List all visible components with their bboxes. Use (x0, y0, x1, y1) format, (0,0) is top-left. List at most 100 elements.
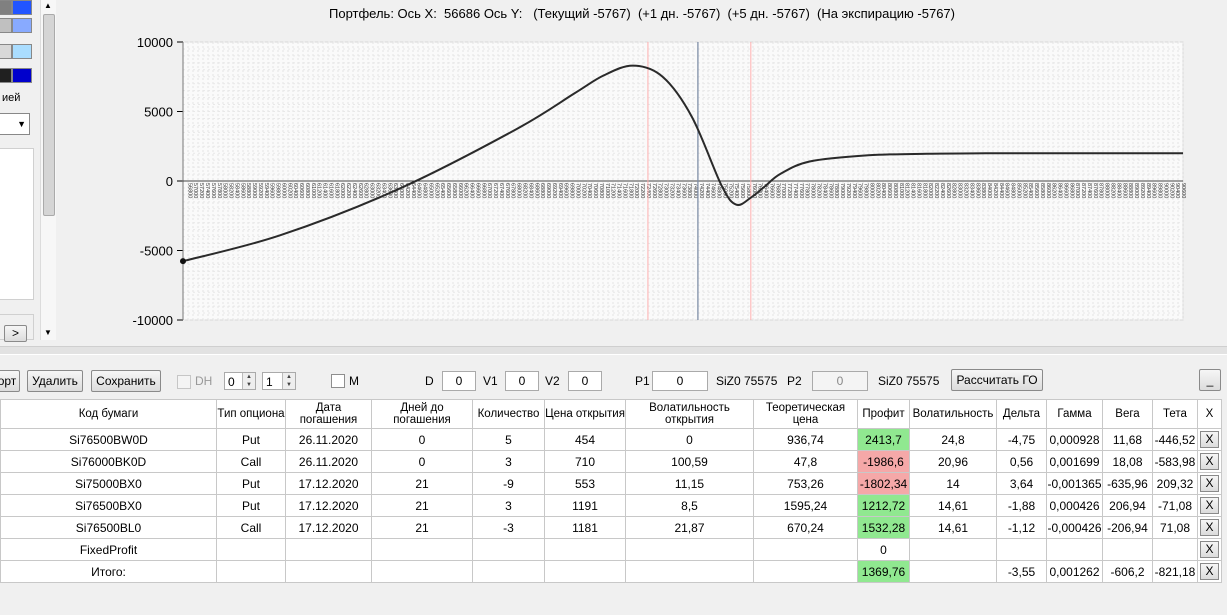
cell-profit[interactable]: 2413,7 (857, 428, 910, 451)
cell-code[interactable]: Итого: (0, 560, 217, 583)
cell-volatility[interactable] (909, 560, 997, 583)
cell-code[interactable]: Si75000BX0 (0, 472, 217, 495)
cell-days-to-expiry[interactable]: 21 (371, 494, 473, 517)
import-button[interactable]: орт (0, 370, 20, 392)
cell-delta[interactable]: -1,12 (996, 516, 1047, 539)
v1-input[interactable]: 0 (505, 371, 539, 391)
color-swatch[interactable] (12, 18, 32, 33)
cell-profit[interactable]: -1802,34 (857, 472, 910, 495)
cell-quantity[interactable] (472, 538, 545, 561)
cell-theta[interactable]: -821,18 (1152, 560, 1198, 583)
delete-row-button[interactable]: X (1200, 541, 1219, 558)
delete-row-button[interactable]: X (1200, 453, 1219, 470)
cell-vega[interactable]: -206,94 (1102, 516, 1153, 539)
color-swatch[interactable] (0, 18, 12, 33)
cell-volatility[interactable]: 14 (909, 472, 997, 495)
dh-checkbox[interactable] (177, 375, 191, 389)
cell-volatility[interactable]: 20,96 (909, 450, 997, 473)
cell-volatility[interactable]: 14,61 (909, 516, 997, 539)
cell-gamma[interactable]: -0,001365 (1046, 472, 1103, 495)
payoff-curve[interactable] (182, 64, 1183, 263)
payoff-chart[interactable]: 10000 5000 0 -5000 -10000 56800 57000 57200 5740… (57, 0, 1227, 342)
cell-theoretical-price[interactable]: 753,26 (753, 472, 858, 495)
delete-row-button[interactable]: X (1200, 431, 1219, 448)
cell-open-price[interactable]: 710 (544, 450, 626, 473)
list-box[interactable] (0, 148, 34, 300)
cell-code[interactable]: Si76000BK0D (0, 450, 217, 473)
cell-delta[interactable]: -3,55 (996, 560, 1047, 583)
cell-option-type[interactable]: Put (216, 494, 286, 517)
spin-arrows-icon[interactable]: ▲ ▼ (282, 373, 295, 389)
cell-open-volatility[interactable]: 100,59 (625, 450, 754, 473)
cell-theta[interactable]: 209,32 (1152, 472, 1198, 495)
cell-code[interactable]: Si76500BW0D (0, 428, 217, 451)
column-header-profit[interactable]: Профит (857, 399, 910, 429)
table-row[interactable]: FixedProfit 0 X (0, 538, 1222, 561)
cell-vega[interactable]: 11,68 (1102, 428, 1153, 451)
vertical-scrollbar[interactable]: ▲ ▼ (40, 0, 56, 340)
cell-theoretical-price[interactable]: 1595,24 (753, 494, 858, 517)
cell-open-volatility[interactable]: 0 (625, 428, 754, 451)
cell-theta[interactable]: -446,52 (1152, 428, 1198, 451)
color-swatch[interactable] (0, 44, 12, 59)
p1-input[interactable]: 0 (652, 371, 708, 391)
spin-input-1[interactable]: 0 ▲ ▼ (224, 372, 256, 390)
column-header-gamma[interactable]: Гамма (1046, 399, 1103, 429)
column-header-quantity[interactable]: Количество (472, 399, 545, 429)
cell-vega[interactable]: -635,96 (1102, 472, 1153, 495)
cell-delta[interactable]: -4,75 (996, 428, 1047, 451)
delete-button[interactable]: Удалить (27, 370, 83, 392)
scroll-thumb[interactable] (43, 14, 55, 216)
column-header-code[interactable]: Код бумаги (0, 399, 217, 429)
column-header-expiry-date[interactable]: Дата погашения (285, 399, 372, 429)
cell-theoretical-price[interactable]: 670,24 (753, 516, 858, 539)
cell-option-type[interactable]: Call (216, 450, 286, 473)
delete-row-button[interactable]: X (1200, 497, 1219, 514)
delete-row-button[interactable]: X (1200, 563, 1219, 580)
cell-vega[interactable] (1102, 538, 1153, 561)
cell-option-type[interactable]: Put (216, 472, 286, 495)
color-swatch[interactable] (12, 44, 32, 59)
delete-row-button[interactable]: X (1200, 475, 1219, 492)
cell-code[interactable]: Si76500BX0 (0, 494, 217, 517)
column-header-theoretical-price[interactable]: Теоретическая цена (753, 399, 858, 429)
cell-open-price[interactable] (544, 538, 626, 561)
table-row[interactable]: Si76500BW0D Put 26.11.2020 0 5 454 0 936,74 2413… (0, 428, 1222, 451)
cell-days-to-expiry[interactable] (371, 538, 473, 561)
cell-open-price[interactable] (544, 560, 626, 583)
dropdown[interactable]: ▼ (0, 113, 30, 135)
cell-open-price[interactable]: 1181 (544, 516, 626, 539)
cell-volatility[interactable]: 14,61 (909, 494, 997, 517)
cell-expiry-date[interactable] (285, 538, 372, 561)
color-swatch[interactable] (12, 68, 32, 83)
column-header-open-volatility[interactable]: Волатильность открытия (625, 399, 754, 429)
cell-profit[interactable]: 1532,28 (857, 516, 910, 539)
cell-theoretical-price[interactable] (753, 538, 858, 561)
cell-theoretical-price[interactable] (753, 560, 858, 583)
cell-expiry-date[interactable]: 26.11.2020 (285, 428, 372, 451)
column-header-vega[interactable]: Вега (1102, 399, 1153, 429)
calc-go-button[interactable]: Рассчитать ГО (951, 369, 1043, 391)
cell-vega[interactable]: 18,08 (1102, 450, 1153, 473)
cell-days-to-expiry[interactable]: 21 (371, 516, 473, 539)
column-header-delta[interactable]: Дельта (996, 399, 1047, 429)
cell-theta[interactable]: -71,08 (1152, 494, 1198, 517)
cell-profit[interactable]: 0 (857, 538, 910, 561)
cell-gamma[interactable]: -0,000426 (1046, 516, 1103, 539)
cell-vega[interactable]: 206,94 (1102, 494, 1153, 517)
column-header-theta[interactable]: Тета (1152, 399, 1198, 429)
cell-gamma[interactable]: 0,000426 (1046, 494, 1103, 517)
cell-option-type[interactable]: Call (216, 516, 286, 539)
cell-option-type[interactable]: Put (216, 428, 286, 451)
cell-gamma[interactable]: 0,000928 (1046, 428, 1103, 451)
cell-gamma[interactable] (1046, 538, 1103, 561)
cell-open-volatility[interactable]: 8,5 (625, 494, 754, 517)
cell-gamma[interactable]: 0,001262 (1046, 560, 1103, 583)
cell-volatility[interactable]: 24,8 (909, 428, 997, 451)
cell-quantity[interactable]: 3 (472, 450, 545, 473)
cell-theoretical-price[interactable]: 47,8 (753, 450, 858, 473)
cell-theoretical-price[interactable]: 936,74 (753, 428, 858, 451)
d-input[interactable]: 0 (442, 371, 476, 391)
color-swatch[interactable] (12, 0, 32, 15)
table-row[interactable]: Si76000BK0D Call 26.11.2020 0 3 710 100,59 47,8… (0, 450, 1222, 473)
